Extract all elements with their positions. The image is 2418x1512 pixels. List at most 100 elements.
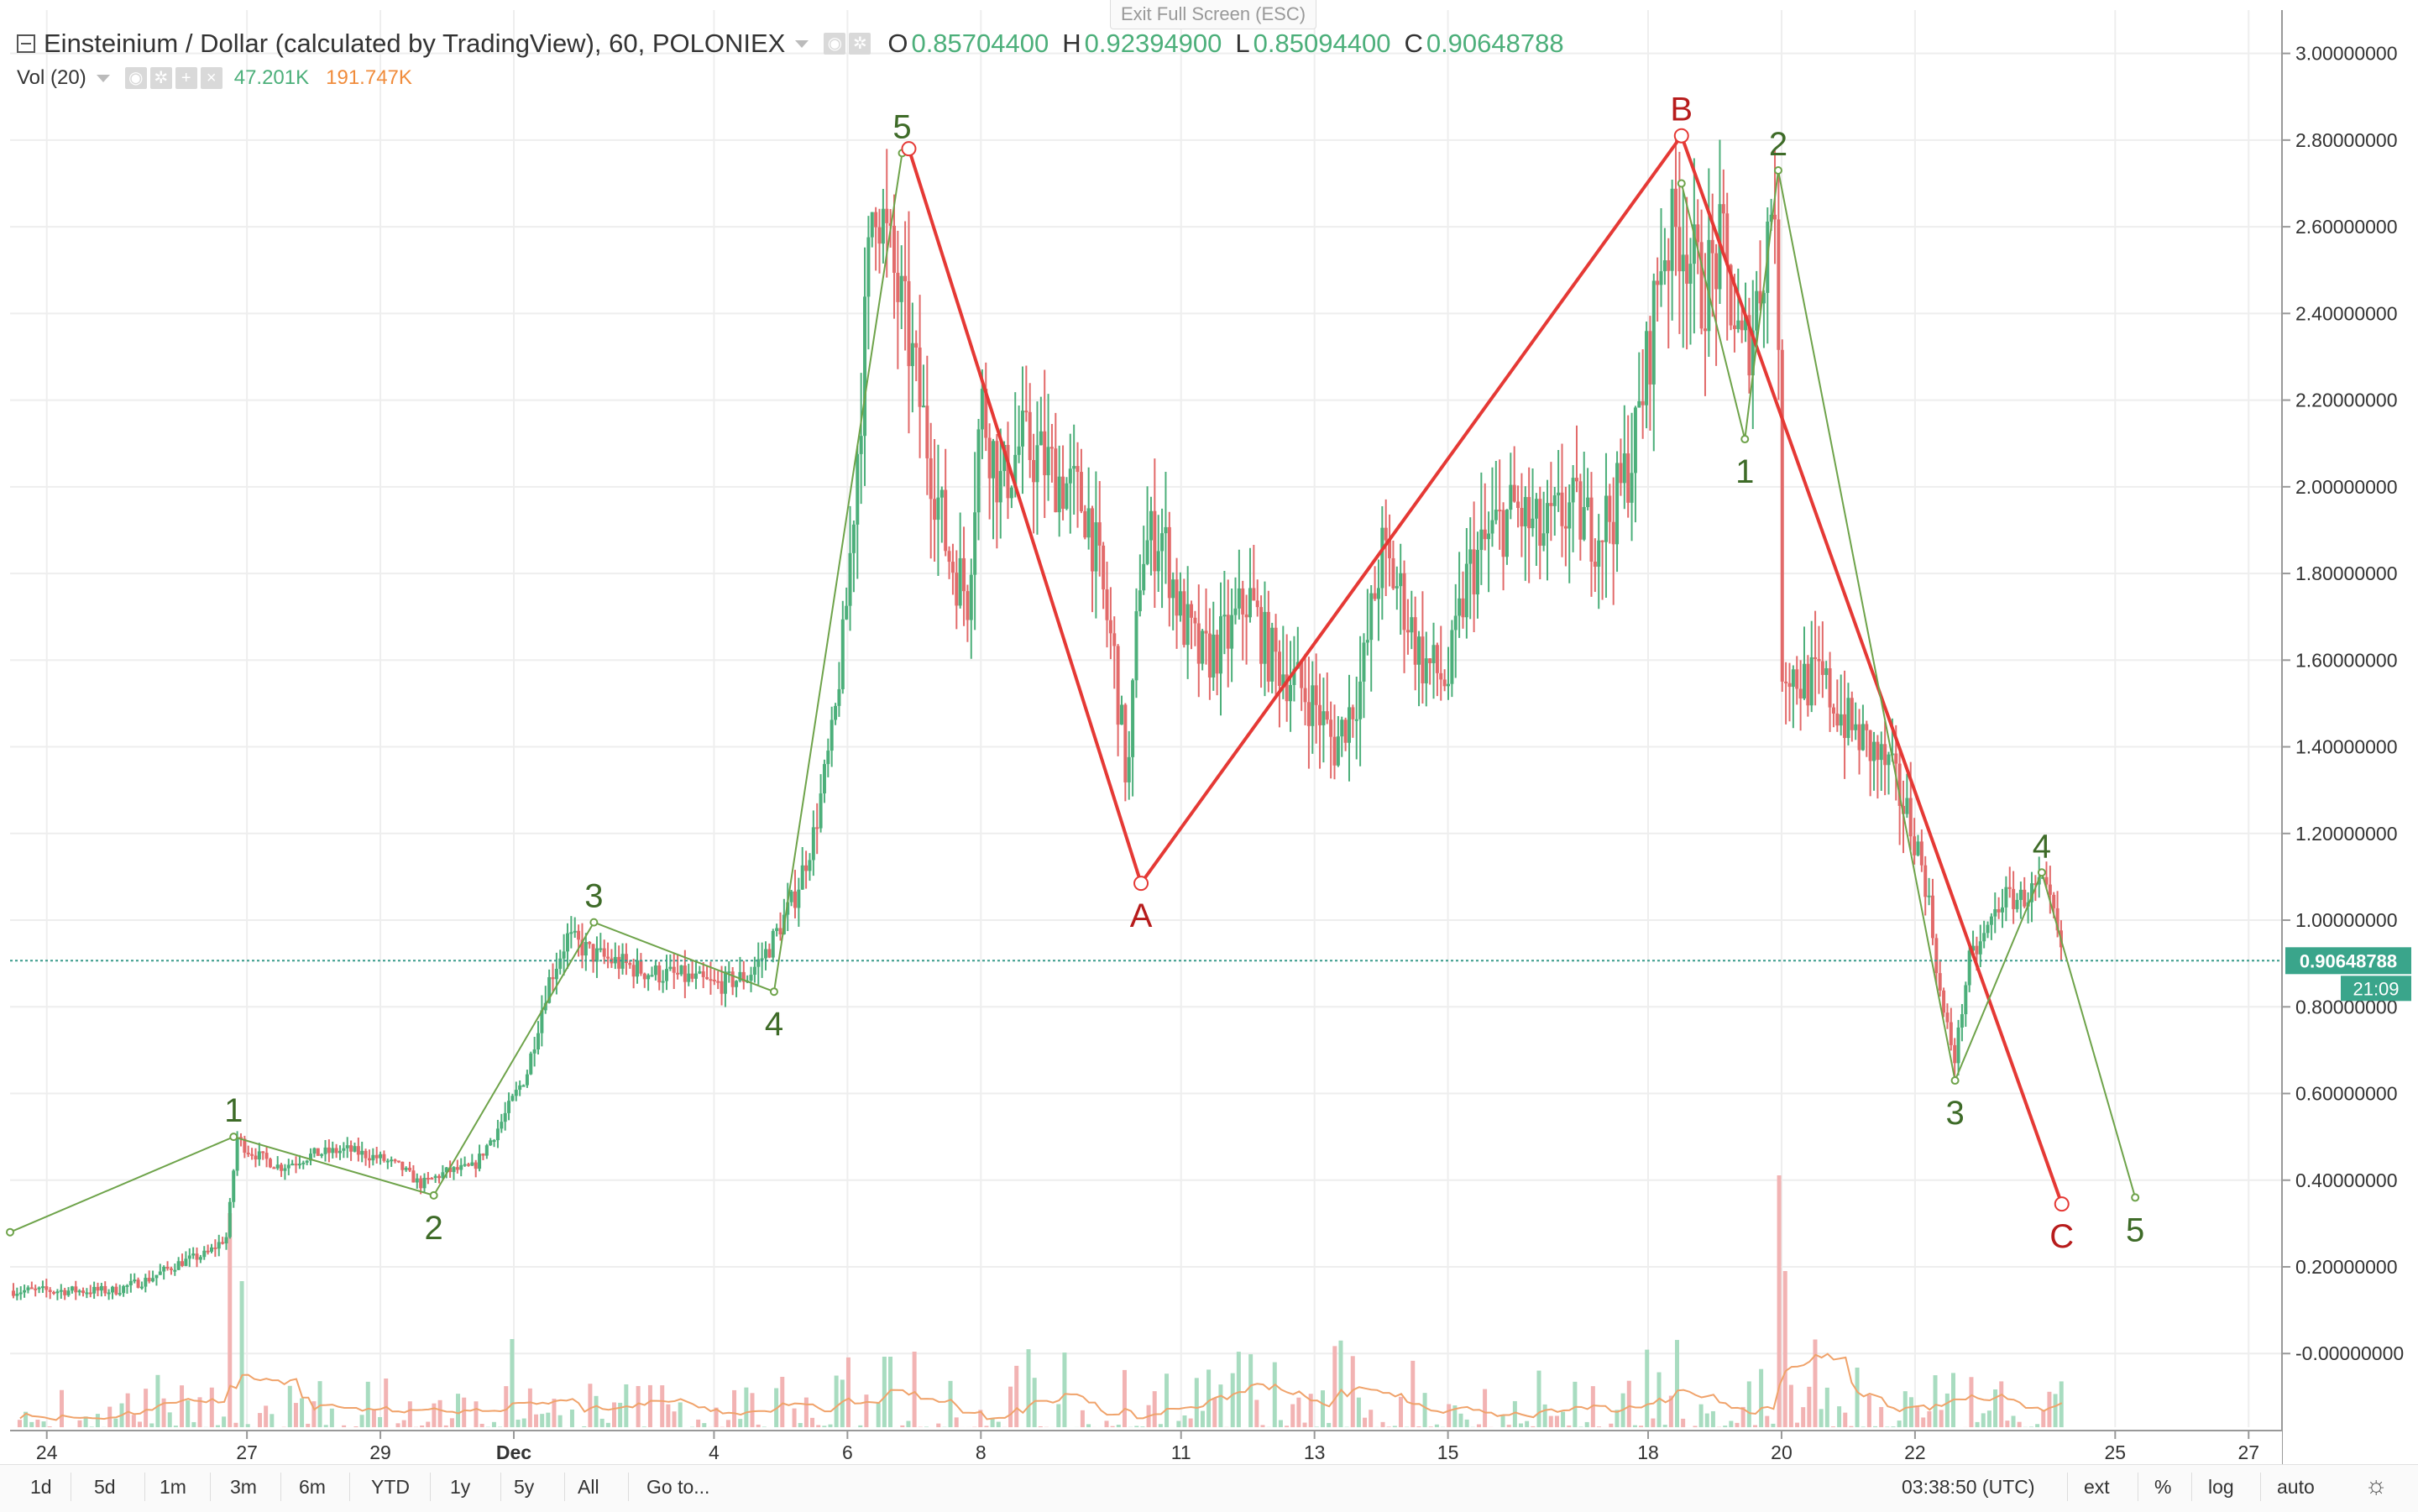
candle-body [276, 1164, 280, 1168]
candle-body [1374, 594, 1377, 599]
wave-point[interactable] [7, 1229, 13, 1236]
scale-toggle-log[interactable]: log [2208, 1464, 2234, 1509]
volume-bar [558, 1415, 563, 1427]
candle-body [1307, 702, 1311, 726]
candle-body [919, 348, 922, 407]
volume-bar [1410, 1361, 1415, 1427]
candle-body [863, 296, 866, 436]
candle-body [1674, 189, 1677, 227]
symbol-title[interactable]: Einsteinium / Dollar (calculated by Trad… [44, 29, 785, 59]
toolbar-separator [500, 1473, 501, 1501]
candle-body [1711, 240, 1714, 254]
candle-body [1076, 466, 1080, 472]
chevron-down-icon[interactable] [97, 75, 110, 82]
volume-bar [2041, 1410, 2045, 1427]
scale-toggle-ext[interactable]: ext [2084, 1464, 2110, 1509]
volume-bar [300, 1399, 304, 1427]
timeframe-button-1m[interactable]: 1m [160, 1464, 186, 1509]
candle-body [1355, 719, 1358, 721]
candle-body [1304, 688, 1307, 703]
wave-point[interactable] [431, 1192, 437, 1199]
volume-bar [264, 1405, 268, 1427]
wave-point[interactable] [590, 919, 597, 926]
volume-bar [751, 1393, 755, 1427]
y-tick-label: 1.20000000 [2295, 823, 2398, 845]
volume-bar [306, 1424, 310, 1427]
timeframe-button-3m[interactable]: 3m [230, 1464, 257, 1509]
candle-body [1425, 658, 1428, 683]
wave-point[interactable] [1775, 167, 1782, 174]
candle-body [1168, 527, 1171, 598]
wave-point[interactable] [1675, 129, 1688, 143]
candle-body [154, 1275, 158, 1279]
wave-point[interactable] [771, 988, 777, 995]
candle-body [1704, 328, 1707, 331]
candle-body [764, 949, 767, 958]
volume-bar [1867, 1395, 1871, 1427]
collapse-icon[interactable] [17, 34, 35, 53]
timeframe-button-6m[interactable]: 6m [299, 1464, 326, 1509]
wave-point[interactable] [1134, 876, 1148, 890]
candle-body [166, 1267, 170, 1269]
timeframe-button-all[interactable]: All [578, 1464, 599, 1509]
wave-point[interactable] [2132, 1194, 2138, 1201]
gear-icon[interactable]: ✲ [849, 33, 871, 55]
volume-bar [1945, 1394, 1950, 1427]
correction-wave-line[interactable] [908, 136, 2061, 1204]
candle-body [896, 273, 899, 302]
wave-point[interactable] [1952, 1077, 1959, 1084]
wave-point[interactable] [1741, 436, 1748, 442]
candle-body [71, 1286, 74, 1290]
time-scale[interactable] [0, 1431, 2282, 1464]
eye-icon[interactable]: ◉ [824, 33, 845, 55]
candle-body [1913, 836, 1916, 855]
impulse-wave-line[interactable] [10, 153, 903, 1232]
volume-bar [324, 1425, 328, 1427]
chevron-down-icon[interactable] [795, 40, 809, 48]
candle-body [713, 980, 716, 981]
volume-bar [1501, 1415, 1505, 1427]
timeframe-button-1d[interactable]: 1d [30, 1464, 52, 1509]
candle-body [1201, 630, 1204, 663]
timeframe-button-5y[interactable]: 5y [514, 1464, 534, 1509]
toolbar-separator [210, 1473, 211, 1501]
wave-point[interactable] [1678, 180, 1685, 186]
gear-icon[interactable]: ✲ [150, 67, 172, 89]
candle-body [283, 1169, 286, 1171]
wave-point[interactable] [902, 142, 915, 155]
candle-body [1391, 558, 1395, 589]
volume-bar [1549, 1416, 1553, 1427]
timeframe-button-ytd[interactable]: YTD [371, 1464, 410, 1509]
candle-body [1094, 522, 1097, 571]
candle-body [1102, 546, 1105, 589]
goto-button[interactable]: Go to... [646, 1464, 709, 1509]
plus-icon[interactable]: + [175, 67, 197, 89]
wave-point[interactable] [2039, 869, 2045, 876]
wave-label: 2 [425, 1210, 443, 1247]
settings-gear-icon[interactable]: ☼ [2361, 1471, 2391, 1501]
candle-body [111, 1287, 114, 1293]
timeframe-button-5d[interactable]: 5d [94, 1464, 116, 1509]
candle-body [1942, 991, 1945, 1012]
volume-bar [660, 1385, 664, 1427]
scale-toggle-auto[interactable]: auto [2277, 1464, 2315, 1509]
volume-bar [1254, 1400, 1259, 1427]
candle-body [533, 1049, 536, 1054]
candle-body [1369, 594, 1373, 641]
volume-bar [2035, 1424, 2039, 1427]
candle-body [1417, 636, 1421, 665]
volume-bar [126, 1394, 130, 1427]
close-icon[interactable]: × [201, 67, 222, 89]
candle-body [38, 1288, 41, 1290]
volume-bar [138, 1421, 142, 1427]
candle-body [1993, 909, 1997, 917]
volume-bar [1645, 1350, 1649, 1427]
wave-point[interactable] [230, 1133, 237, 1140]
eye-icon[interactable]: ◉ [125, 67, 147, 89]
volume-label[interactable]: Vol (20) [17, 66, 86, 90]
candle-body [485, 1145, 489, 1155]
timeframe-button-1y[interactable]: 1y [450, 1464, 470, 1509]
scale-toggle-percent[interactable]: % [2154, 1464, 2171, 1509]
wave-point[interactable] [2055, 1197, 2069, 1211]
